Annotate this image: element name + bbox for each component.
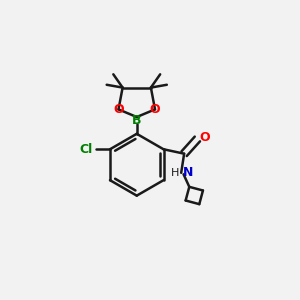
- Text: O: O: [150, 103, 160, 116]
- Text: O: O: [113, 103, 124, 116]
- Text: B: B: [132, 114, 142, 127]
- Text: O: O: [200, 131, 210, 144]
- Text: Cl: Cl: [79, 143, 92, 156]
- Text: H: H: [170, 168, 179, 178]
- Text: N: N: [183, 166, 193, 179]
